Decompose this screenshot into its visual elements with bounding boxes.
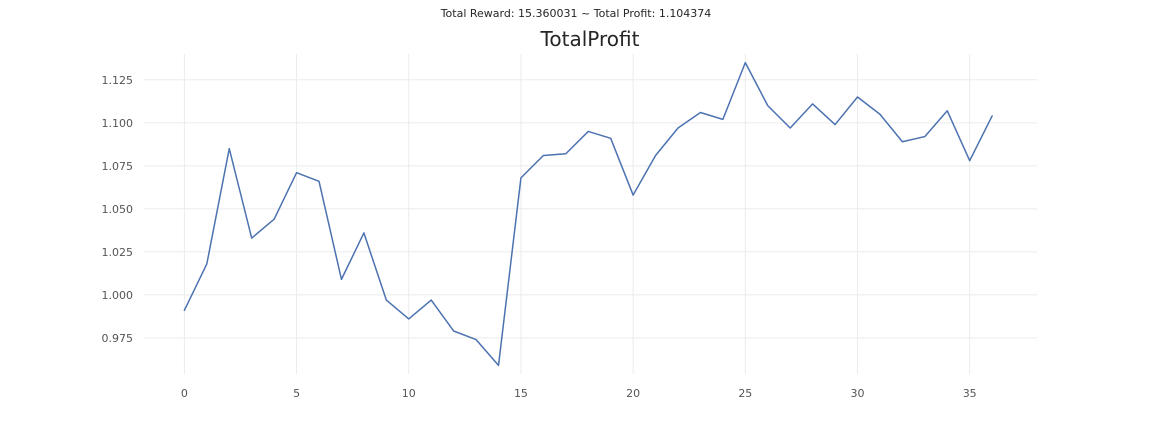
data-point xyxy=(429,298,433,302)
x-tick-label: 30 xyxy=(851,387,865,400)
x-tick-label: 10 xyxy=(402,387,416,400)
data-point xyxy=(272,217,276,221)
data-point xyxy=(407,317,411,321)
data-point xyxy=(564,152,568,156)
y-tick-label: 1.050 xyxy=(102,203,134,216)
data-point xyxy=(317,179,321,183)
data-point xyxy=(788,126,792,130)
data-point xyxy=(182,308,186,312)
data-point xyxy=(721,117,725,121)
data-point xyxy=(339,277,343,281)
data-point xyxy=(497,363,501,367)
data-point xyxy=(945,109,949,113)
y-tick-label: 1.075 xyxy=(102,160,134,173)
data-point xyxy=(878,112,882,116)
data-point xyxy=(968,159,972,163)
data-point xyxy=(766,104,770,108)
data-point xyxy=(205,262,209,266)
x-tick-label: 20 xyxy=(626,387,640,400)
data-point xyxy=(676,126,680,130)
x-tick-label: 15 xyxy=(514,387,528,400)
chart-title: TotalProfit xyxy=(540,27,640,51)
data-point xyxy=(452,329,456,333)
y-tick-label: 1.125 xyxy=(102,74,134,87)
x-tick-label: 35 xyxy=(963,387,977,400)
x-tick-label: 0 xyxy=(181,387,188,400)
series-line-totalprofit xyxy=(183,61,993,367)
data-point xyxy=(990,114,994,118)
y-tick-label: 1.025 xyxy=(102,246,134,259)
data-point xyxy=(474,338,478,342)
data-point xyxy=(698,110,702,114)
data-point xyxy=(631,193,635,197)
data-point xyxy=(227,147,231,151)
tick-labels: 0 5 10 15 20 25 30 35 0.975 1.000 1.025 1.050 1.075 1… xyxy=(102,74,977,400)
data-point xyxy=(362,231,366,235)
data-point xyxy=(541,154,545,158)
data-point xyxy=(609,136,613,140)
data-point xyxy=(900,140,904,144)
data-point xyxy=(856,95,860,99)
grid xyxy=(144,54,1037,374)
data-point xyxy=(586,129,590,133)
data-point xyxy=(743,61,747,65)
x-tick-label: 5 xyxy=(293,387,300,400)
x-tick-label: 25 xyxy=(738,387,752,400)
data-point xyxy=(519,176,523,180)
y-tick-label: 1.000 xyxy=(102,289,134,302)
series-layer xyxy=(182,61,994,367)
data-point xyxy=(384,298,388,302)
data-point xyxy=(811,102,815,106)
data-point xyxy=(250,236,254,240)
y-tick-label: 1.100 xyxy=(102,117,134,130)
data-point xyxy=(295,171,299,175)
data-point xyxy=(923,135,927,139)
y-tick-label: 0.975 xyxy=(102,332,134,345)
chart-suptitle: Total Reward: 15.360031 ~ Total Profit: … xyxy=(440,7,712,20)
data-point xyxy=(654,154,658,158)
data-point xyxy=(833,123,837,127)
